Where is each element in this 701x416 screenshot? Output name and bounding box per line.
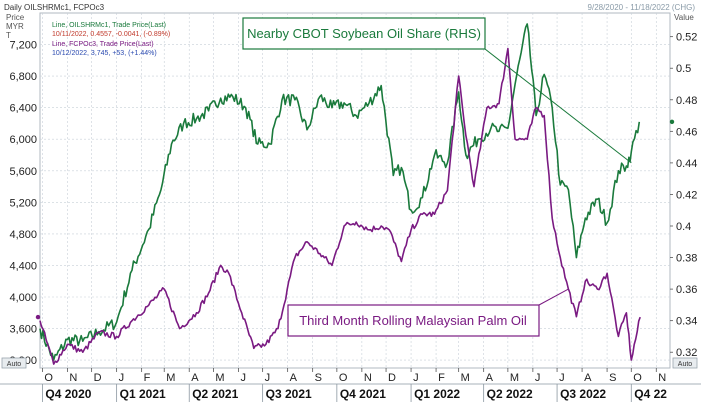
y-tick-left: 6,000 xyxy=(9,134,37,146)
left-axis-label: Price xyxy=(6,13,25,22)
x-tick-month: D xyxy=(94,372,102,384)
auto-button-left[interactable]: Auto xyxy=(7,361,22,368)
y-tick-left: 3,600 xyxy=(9,324,37,336)
auto-button-right[interactable]: Auto xyxy=(678,361,693,368)
x-tick-month: J xyxy=(265,372,271,384)
annotation-soybean-pointer xyxy=(484,48,632,164)
x-tick-quarter: Q3 2022 xyxy=(560,387,606,401)
x-tick-month: A xyxy=(584,372,592,384)
y-tick-right: 0.44 xyxy=(676,158,697,170)
y-tick-right: 0.48 xyxy=(676,95,697,107)
last-value-marker-soybean xyxy=(669,119,675,125)
x-tick-quarter: Q4 2021 xyxy=(340,387,386,401)
y-tick-left: 5,600 xyxy=(9,166,37,178)
x-tick-month: M xyxy=(461,372,470,384)
y-tick-left: 4,400 xyxy=(9,260,37,272)
y-tick-right: 0.46 xyxy=(676,126,697,138)
x-tick-month: J xyxy=(119,372,125,384)
series-line-1 xyxy=(39,47,641,365)
grid-layer xyxy=(40,13,670,368)
x-tick-month: J xyxy=(535,372,541,384)
auto-button-left-bg[interactable] xyxy=(1,357,27,369)
x-tick-month: J xyxy=(559,372,565,384)
x-tick-month: A xyxy=(486,372,494,384)
y-tick-right: 0.38 xyxy=(676,253,697,265)
y-tick-left: 7,200 xyxy=(9,40,37,52)
y-tick-right: 0.4 xyxy=(676,221,691,233)
date-range: 9/28/2020 - 11/18/2022 (CHG) xyxy=(588,3,696,12)
x-tick-quarter: Q2 2022 xyxy=(487,387,533,401)
x-tick-quarter: Q4 2020 xyxy=(45,387,91,401)
legend: Line, OILSHRMc1, Trade Price(Last) 10/11… xyxy=(52,22,170,57)
x-tick-month: M xyxy=(215,372,224,384)
y-tick-right: 0.42 xyxy=(676,189,697,201)
x-tick-month: N xyxy=(364,372,372,384)
x-tick-month: M xyxy=(166,372,175,384)
annotation-soybean: Nearby CBOT Soybean Oil Share (RHS) xyxy=(242,17,632,164)
x-tick-quarter: Q4 22 xyxy=(634,387,667,401)
x-tick-month: A xyxy=(191,372,199,384)
y-tick-right: 0.52 xyxy=(676,32,697,44)
legend-series2-line1: Line, FCPOc3, Trade Price(Last) xyxy=(52,41,154,48)
x-tick-month: N xyxy=(658,372,666,384)
x-tick-month: J xyxy=(240,372,246,384)
auto-button-right-bg[interactable] xyxy=(672,357,698,369)
left-axis-sub: T xyxy=(6,31,11,40)
series-line-0 xyxy=(39,23,641,361)
x-tick-quarter: Q1 2022 xyxy=(414,387,460,401)
y-tick-right: 0.32 xyxy=(676,347,697,359)
annotation-soybean-text: Nearby CBOT Soybean Oil Share (RHS) xyxy=(247,26,481,41)
x-tick-month: S xyxy=(609,372,616,384)
x-tick-month: D xyxy=(388,372,396,384)
annotation-palm-text: Third Month Rolling Malaysian Palm Oil xyxy=(299,313,527,328)
y-tick-left: 6,800 xyxy=(9,71,37,83)
x-tick-month: F xyxy=(144,372,151,384)
x-tick-month: O xyxy=(44,372,53,384)
right-axis-label: Value xyxy=(674,13,694,22)
y-tick-right: 0.5 xyxy=(676,63,691,75)
x-tick-month: O xyxy=(339,372,348,384)
chart-title: Daily OILSHRMc1, FCPOc3 xyxy=(4,3,105,12)
annotation-palm-pointer xyxy=(538,288,569,306)
left-axis-unit: MYR xyxy=(6,22,24,31)
y-tick-left: 5,200 xyxy=(9,197,37,209)
last-value-marker-palm xyxy=(35,314,41,320)
legend-series2-line2: 10/12/2022, 3,745, +53, (+1.44%) xyxy=(52,50,157,57)
axis-layer: 3,2003,6004,0004,4004,8005,2005,6006,000… xyxy=(0,32,701,402)
x-tick-month: J xyxy=(413,372,419,384)
y-tick-left: 4,000 xyxy=(9,292,37,304)
x-tick-quarter: Q1 2021 xyxy=(120,387,166,401)
annotation-soybean-box xyxy=(242,17,486,50)
annotation-palm-box xyxy=(287,304,540,337)
legend-series1-line1: Line, OILSHRMc1, Trade Price(Last) xyxy=(52,22,166,29)
y-tick-right: 0.34 xyxy=(676,316,697,328)
y-tick-left: 4,800 xyxy=(9,229,37,241)
series-layer xyxy=(39,23,641,365)
x-tick-month: F xyxy=(438,372,445,384)
x-tick-quarter: Q2 2021 xyxy=(192,387,238,401)
x-tick-month: M xyxy=(510,372,519,384)
x-tick-quarter: Q3 2021 xyxy=(266,387,312,401)
x-tick-month: S xyxy=(315,372,322,384)
x-tick-month: N xyxy=(69,372,77,384)
x-tick-month: O xyxy=(633,372,642,384)
x-tick-month: A xyxy=(290,372,298,384)
plot-frame xyxy=(39,12,671,369)
annotation-palm: Third Month Rolling Malaysian Palm Oil xyxy=(287,288,569,337)
y-tick-left: 6,400 xyxy=(9,103,37,115)
legend-series1-line2: 10/11/2022, 0.4557, -0.0041, (-0.89%) xyxy=(52,31,170,38)
y-tick-right: 0.36 xyxy=(676,284,697,296)
